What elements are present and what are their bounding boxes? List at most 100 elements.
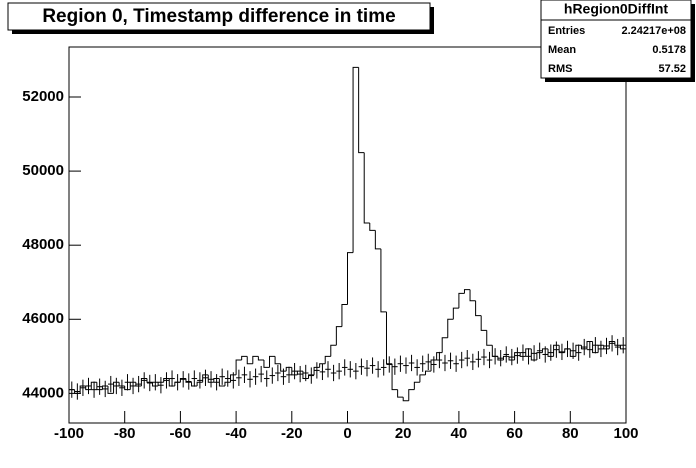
histogram-bin xyxy=(313,366,320,375)
histogram-bin xyxy=(619,345,626,350)
x-tick-label: 40 xyxy=(451,425,468,442)
histogram-bin xyxy=(385,311,393,365)
histogram-bin xyxy=(330,344,337,357)
stats-name: hRegion0DiffInt xyxy=(564,1,669,17)
histogram-bin xyxy=(113,381,120,394)
histogram-bin xyxy=(246,356,253,365)
histogram-bin xyxy=(452,307,459,320)
histogram-bin xyxy=(140,378,147,386)
stats-value: 57.52 xyxy=(658,63,686,75)
histogram-bin xyxy=(569,348,576,357)
x-tick-label: 100 xyxy=(613,425,638,442)
histogram-bin xyxy=(252,355,259,364)
histogram-bin xyxy=(347,252,354,305)
histogram-bin xyxy=(358,67,365,154)
stats-label: Mean xyxy=(548,44,576,56)
histogram-bin xyxy=(74,389,81,394)
histogram-bin xyxy=(146,378,153,383)
histogram-bin xyxy=(363,152,370,224)
x-tick-label: 20 xyxy=(395,425,412,442)
x-tick-label: -60 xyxy=(170,425,192,442)
histogram-bin xyxy=(218,378,225,387)
histogram-bin xyxy=(369,222,376,231)
x-tick-label: 60 xyxy=(506,425,523,442)
histogram-bin xyxy=(235,359,242,375)
histogram-bin xyxy=(280,363,287,372)
histogram-bin xyxy=(441,337,448,353)
histogram-bin xyxy=(202,374,209,383)
stats-rows: Entries 2.24217e+08 Mean 0.5178 RMS 57.52 xyxy=(548,25,686,75)
histogram-bin xyxy=(124,385,131,391)
histogram-bin xyxy=(85,385,92,391)
histogram-bin xyxy=(436,352,443,361)
histogram-bin xyxy=(285,366,292,372)
histogram-bin xyxy=(480,315,487,331)
histogram-bin xyxy=(257,356,264,361)
histogram-bin xyxy=(263,360,270,368)
y-tick-label: 44000 xyxy=(22,384,64,401)
y-tick-label: 48000 xyxy=(22,236,64,253)
y-tick-label: 50000 xyxy=(22,162,64,179)
histogram-bin xyxy=(558,345,565,354)
title-box xyxy=(7,2,431,31)
stats-value: 2.24217e+08 xyxy=(621,25,686,37)
stats-label: RMS xyxy=(548,63,572,75)
x-tick-label: 80 xyxy=(562,425,579,442)
histogram-bin xyxy=(458,292,465,309)
histogram-bin xyxy=(90,381,97,390)
histogram-bin xyxy=(525,348,532,357)
histogram-bin xyxy=(614,341,621,346)
histogram-bin xyxy=(79,385,86,394)
histogram-bin xyxy=(408,389,415,401)
histogram-bin xyxy=(547,348,554,357)
histogram-bin xyxy=(397,389,404,398)
histogram-bin xyxy=(324,355,331,364)
histogram-bin xyxy=(168,378,175,387)
histogram-bin xyxy=(430,359,437,372)
histogram-bin xyxy=(463,289,471,294)
histogram-bin xyxy=(424,370,432,375)
x-tick-label: -80 xyxy=(114,425,136,442)
histogram-bin xyxy=(269,355,276,368)
histogram-bin xyxy=(341,303,348,327)
stats-value: 0.5178 xyxy=(652,44,686,56)
x-tick-label: 0 xyxy=(343,425,351,442)
histogram-bin xyxy=(196,381,203,386)
x-tick-label: -20 xyxy=(281,425,303,442)
histogram-bin xyxy=(224,381,231,386)
histogram-bin xyxy=(402,397,409,402)
histogram-bin xyxy=(519,352,526,357)
histogram-bin xyxy=(586,341,593,349)
histogram-bin xyxy=(308,374,315,379)
histogram-bin xyxy=(380,248,387,313)
histogram-bin xyxy=(241,355,248,361)
y-tick-label: 52000 xyxy=(22,88,64,105)
histogram-bin xyxy=(230,374,237,383)
histogram-bin xyxy=(580,345,588,350)
histogram-bin xyxy=(530,348,537,361)
histogram-bin xyxy=(179,378,186,383)
histogram-bin xyxy=(319,363,326,368)
histogram-bin xyxy=(486,330,493,346)
stats-box xyxy=(540,0,692,79)
histogram-bin xyxy=(163,378,170,383)
y-tick-label: 46000 xyxy=(22,310,64,327)
histogram-bin xyxy=(502,355,510,361)
histogram-bin xyxy=(391,363,398,391)
histogram-bin xyxy=(374,230,381,250)
histogram-bin xyxy=(447,318,454,338)
histogram-bin xyxy=(191,382,198,387)
stats-label: Entries xyxy=(548,25,585,37)
histogram-bin xyxy=(497,356,504,361)
x-tick-label: -100 xyxy=(54,425,84,442)
histogram-bin xyxy=(213,378,220,383)
histogram-bin xyxy=(475,300,482,317)
histogram-bin xyxy=(335,326,342,346)
histogram-bin xyxy=(274,356,281,365)
x-tick-label: -40 xyxy=(225,425,247,442)
histogram-bin xyxy=(352,66,359,253)
histogram-bin xyxy=(469,289,476,302)
chart-title: Region 0, Timestamp difference in time xyxy=(42,6,395,27)
histogram-bin xyxy=(413,381,420,390)
